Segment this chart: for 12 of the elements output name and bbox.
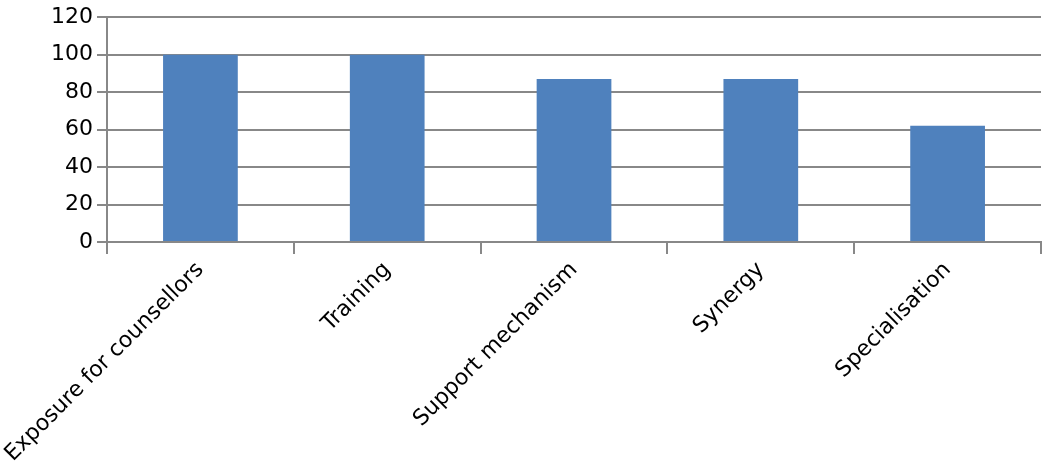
- y-tick-label: 120: [51, 2, 94, 28]
- y-tick-label: 40: [65, 152, 94, 178]
- y-tick-label: 20: [65, 190, 94, 216]
- bar: [349, 54, 425, 241]
- bar: [163, 54, 238, 241]
- y-tick-label: 60: [65, 115, 94, 141]
- bar: [723, 79, 799, 241]
- y-tick-label: 100: [51, 40, 94, 66]
- y-tick-label: 0: [79, 227, 94, 253]
- y-tick-label: 80: [65, 77, 94, 103]
- bar: [910, 125, 985, 241]
- bar: [536, 79, 612, 241]
